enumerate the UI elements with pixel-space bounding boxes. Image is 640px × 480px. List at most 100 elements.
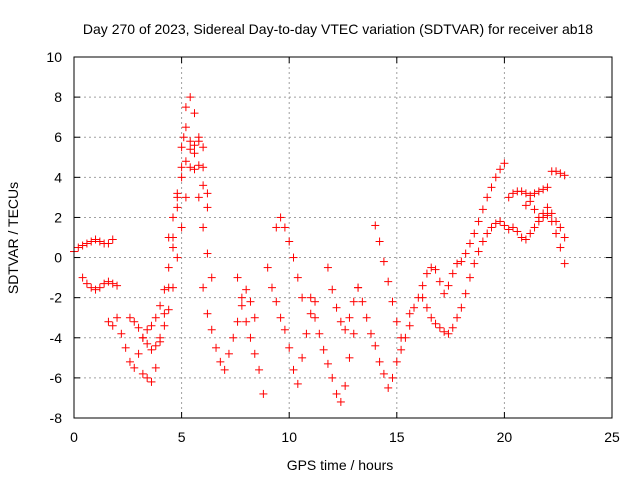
data-point: [465, 273, 474, 282]
data-point: [289, 365, 298, 374]
data-point: [134, 349, 143, 358]
data-point: [435, 323, 444, 332]
x-tick-label: 5: [178, 429, 186, 445]
y-tick-label: 2: [54, 209, 62, 225]
data-point: [543, 211, 552, 220]
data-point: [203, 203, 212, 212]
data-point: [422, 303, 431, 312]
data-point: [156, 301, 165, 310]
data-point: [151, 341, 160, 350]
data-point: [513, 227, 522, 236]
data-point: [461, 289, 470, 298]
data-point: [379, 369, 388, 378]
data-point: [168, 243, 177, 252]
data-point: [134, 323, 143, 332]
y-tick-label: 0: [54, 250, 62, 266]
data-point: [216, 357, 225, 366]
data-point: [164, 283, 173, 292]
data-point: [91, 285, 100, 294]
data-point: [181, 193, 190, 202]
data-point: [108, 321, 117, 330]
data-point: [560, 233, 569, 242]
data-point: [358, 297, 367, 306]
data-point: [504, 225, 513, 234]
data-point: [181, 157, 190, 166]
data-point: [280, 325, 289, 334]
data-point: [521, 189, 530, 198]
y-tick-label: 6: [54, 129, 62, 145]
data-point: [207, 273, 216, 282]
data-point: [431, 265, 440, 274]
data-point: [121, 343, 130, 352]
x-tick-label: 20: [497, 429, 513, 445]
data-point: [315, 329, 324, 338]
data-point: [113, 313, 122, 322]
data-point: [289, 253, 298, 262]
data-point: [259, 389, 268, 398]
data-point: [306, 309, 315, 318]
data-point: [125, 313, 134, 322]
data-point: [164, 233, 173, 242]
data-point: [276, 313, 285, 322]
data-point: [349, 297, 358, 306]
data-point: [117, 329, 126, 338]
data-point: [177, 173, 186, 182]
data-point: [422, 269, 431, 278]
data-point: [179, 133, 188, 142]
data-point: [491, 173, 500, 182]
data-point: [539, 185, 548, 194]
data-point: [375, 357, 384, 366]
data-point: [194, 161, 203, 170]
data-point: [379, 257, 388, 266]
data-point: [272, 297, 281, 306]
data-point: [95, 237, 104, 246]
data-point: [509, 189, 518, 198]
data-point: [496, 165, 505, 174]
x-tick-label: 10: [281, 429, 297, 445]
data-point: [151, 363, 160, 372]
data-point: [267, 283, 276, 292]
data-point: [190, 149, 199, 158]
data-point: [147, 345, 156, 354]
data-point: [250, 349, 259, 358]
data-point: [173, 253, 182, 262]
data-point: [87, 237, 96, 246]
data-point: [233, 273, 242, 282]
plot-frame: [73, 56, 613, 419]
data-point: [457, 257, 466, 266]
data-point: [199, 181, 208, 190]
data-point: [104, 277, 113, 286]
data-point: [138, 333, 147, 342]
data-point: [362, 313, 371, 322]
data-point: [440, 289, 449, 298]
data-point: [147, 377, 156, 386]
data-point: [560, 259, 569, 268]
y-tick-label: 8: [54, 89, 62, 105]
data-point: [224, 349, 233, 358]
data-point: [328, 373, 337, 382]
y-tick-labels: -8 -6 -4 -2 0 2 4 6 8 10: [46, 49, 62, 426]
data-point: [186, 163, 195, 172]
data-point: [427, 263, 436, 272]
data-point: [526, 197, 535, 206]
data-point: [203, 189, 212, 198]
data-point: [186, 93, 195, 102]
data-point: [405, 309, 414, 318]
data-point: [229, 333, 238, 342]
data-point: [190, 109, 199, 118]
data-point: [509, 223, 518, 232]
y-axis-title: SDTVAR / TECUs: [5, 182, 21, 294]
data-point: [164, 305, 173, 314]
data-point: [190, 141, 199, 150]
data-point: [194, 137, 203, 146]
data-point: [78, 241, 87, 250]
y-tick-label: -6: [50, 370, 63, 386]
data-point: [203, 309, 212, 318]
x-tick-label: 0: [70, 429, 78, 445]
data-point: [444, 281, 453, 290]
data-point: [285, 343, 294, 352]
data-point: [100, 279, 109, 288]
data-point: [543, 203, 552, 212]
data-point: [496, 217, 505, 226]
data-point: [199, 223, 208, 232]
